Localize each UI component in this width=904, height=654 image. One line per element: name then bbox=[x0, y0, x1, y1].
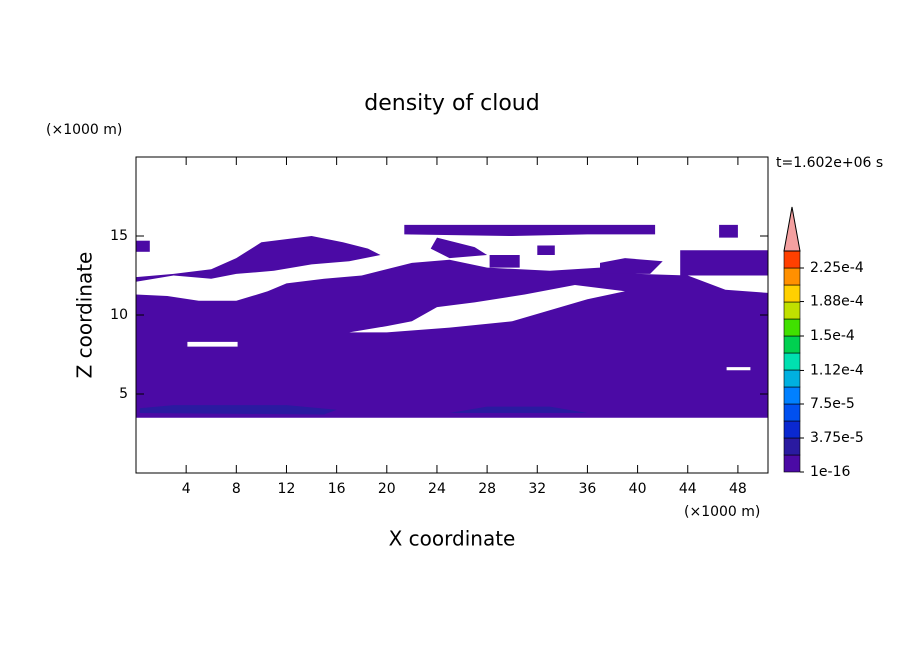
contour-region bbox=[404, 224, 656, 236]
x-tick-label: 32 bbox=[528, 481, 546, 497]
x-tick-label: 4 bbox=[182, 481, 191, 497]
colorbar-band bbox=[783, 420, 801, 439]
contour-region bbox=[430, 237, 488, 259]
colorbar-tick-label: 1.12e-4 bbox=[810, 362, 864, 378]
y-axis-label: Z coordinate bbox=[73, 252, 97, 379]
colorbar-band bbox=[783, 437, 801, 456]
y-tick-label: 10 bbox=[110, 307, 128, 323]
colorbar-tick-label: 1.88e-4 bbox=[810, 294, 864, 310]
colorbar-band bbox=[783, 301, 801, 320]
y-tick-label: 5 bbox=[119, 386, 128, 402]
contour-region bbox=[136, 259, 768, 418]
y-tick-label: 15 bbox=[110, 228, 128, 244]
x-tick-label: 44 bbox=[679, 481, 697, 497]
colorbar-extend bbox=[783, 206, 801, 252]
x-unit: (×1000 m) bbox=[684, 504, 760, 520]
y-unit: (×1000 m) bbox=[46, 122, 122, 138]
contour-region bbox=[719, 224, 738, 238]
colorbar-band bbox=[783, 369, 801, 388]
x-tick-label: 8 bbox=[232, 481, 241, 497]
x-tick-label: 20 bbox=[378, 481, 396, 497]
contour-region bbox=[136, 236, 381, 282]
colorbar-band bbox=[783, 454, 801, 473]
colorbar-tick-label: 1.5e-4 bbox=[810, 328, 855, 344]
colorbar-tick-label: 7.5e-5 bbox=[810, 396, 855, 412]
colorbar-tick-label: 1e-16 bbox=[810, 464, 850, 480]
contour-region bbox=[136, 240, 150, 252]
x-tick-label: 12 bbox=[278, 481, 296, 497]
contour-region bbox=[537, 245, 555, 255]
x-tick-label: 28 bbox=[478, 481, 496, 497]
contour-region bbox=[600, 258, 663, 274]
x-tick-label: 36 bbox=[579, 481, 597, 497]
colorbar-band bbox=[783, 318, 801, 337]
colorbar-band bbox=[783, 267, 801, 286]
colorbar-tick-label: 3.75e-5 bbox=[810, 430, 864, 446]
colorbar-band bbox=[783, 335, 801, 354]
contour-region bbox=[139, 405, 337, 415]
contour-region bbox=[489, 255, 520, 268]
x-tick-label: 48 bbox=[729, 481, 747, 497]
contour-region bbox=[680, 250, 768, 276]
colorbar-band bbox=[783, 284, 801, 303]
colorbar-band bbox=[783, 352, 801, 371]
colorbar-band bbox=[783, 386, 801, 405]
colorbar-tick-label: 2.25e-4 bbox=[810, 260, 864, 276]
time-label: t=1.602e+06 s bbox=[776, 155, 883, 171]
x-tick-label: 16 bbox=[328, 481, 346, 497]
colorbar-band bbox=[783, 250, 801, 269]
x-axis-label: X coordinate bbox=[389, 527, 516, 551]
contour-region bbox=[449, 406, 588, 413]
x-tick-label: 24 bbox=[428, 481, 446, 497]
chart-title: density of cloud bbox=[364, 91, 539, 116]
colorbar-band bbox=[783, 403, 801, 422]
x-tick-label: 40 bbox=[629, 481, 647, 497]
